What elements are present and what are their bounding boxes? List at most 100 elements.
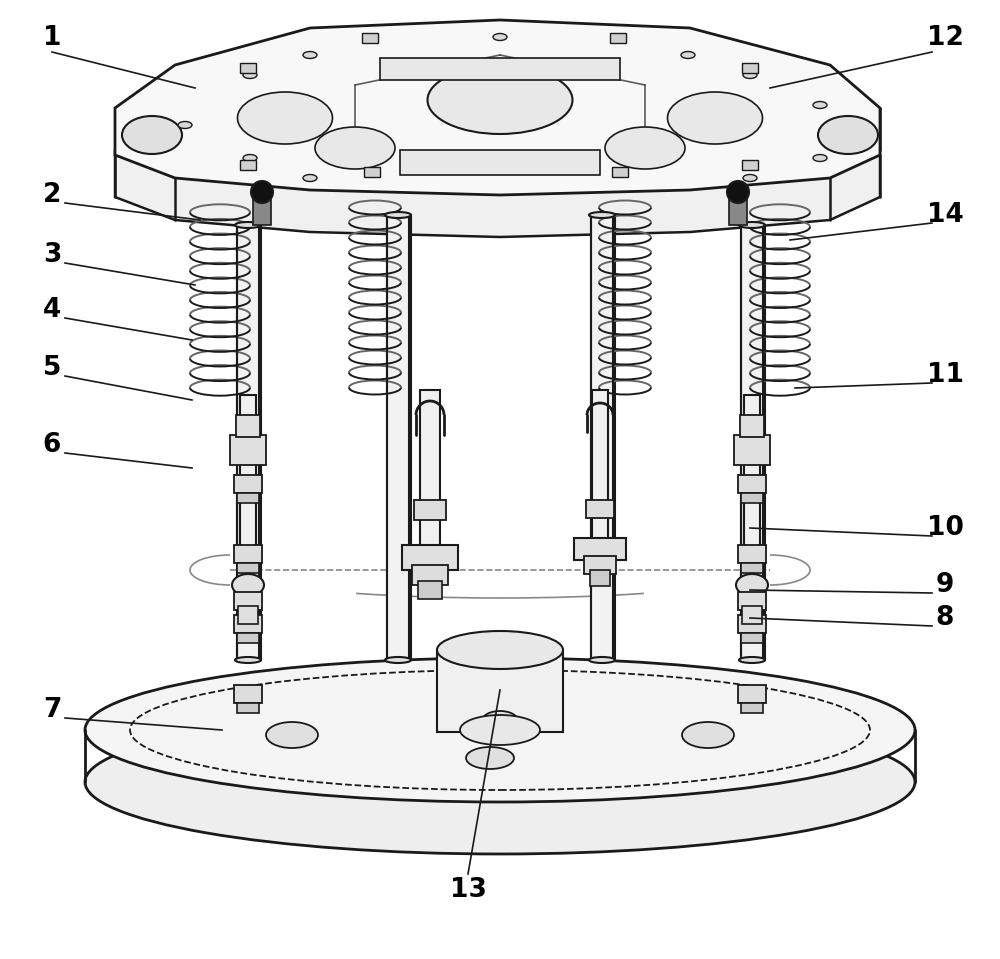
Bar <box>612 167 628 177</box>
Bar <box>738 592 766 610</box>
Bar <box>234 545 262 563</box>
Bar <box>574 538 626 560</box>
Bar <box>234 685 262 703</box>
Ellipse shape <box>235 657 261 663</box>
Ellipse shape <box>303 52 317 58</box>
Ellipse shape <box>668 92 763 144</box>
Bar <box>237 563 259 573</box>
Bar <box>237 493 259 503</box>
Bar <box>744 395 760 570</box>
Bar <box>237 633 259 643</box>
Bar <box>402 545 458 570</box>
Bar <box>741 633 763 643</box>
Text: 8: 8 <box>936 605 954 631</box>
Bar <box>237 225 261 660</box>
Bar <box>230 435 266 465</box>
Polygon shape <box>115 20 880 195</box>
Bar <box>362 33 378 43</box>
Ellipse shape <box>813 154 827 161</box>
Ellipse shape <box>818 116 878 154</box>
Ellipse shape <box>727 181 749 203</box>
Text: 14: 14 <box>927 202 963 228</box>
Bar <box>420 390 440 555</box>
Ellipse shape <box>232 574 264 596</box>
Bar <box>741 493 763 503</box>
Ellipse shape <box>266 722 318 748</box>
Bar <box>742 606 762 624</box>
Bar <box>738 685 766 703</box>
Ellipse shape <box>460 715 540 745</box>
Text: 5: 5 <box>43 355 61 381</box>
Ellipse shape <box>739 222 765 228</box>
Bar <box>586 500 614 518</box>
Text: 1: 1 <box>43 25 61 51</box>
Bar <box>742 63 758 73</box>
Text: 6: 6 <box>43 432 61 458</box>
Ellipse shape <box>743 72 757 79</box>
Bar <box>738 475 766 493</box>
Ellipse shape <box>682 722 734 748</box>
Bar <box>234 615 262 633</box>
Bar <box>590 570 610 586</box>
Bar <box>253 195 271 225</box>
Bar <box>734 435 770 465</box>
Ellipse shape <box>243 154 257 161</box>
Bar <box>741 225 765 660</box>
Ellipse shape <box>739 657 765 663</box>
Ellipse shape <box>235 222 261 228</box>
Text: 13: 13 <box>450 877 486 903</box>
Ellipse shape <box>428 66 572 134</box>
Bar <box>234 475 262 493</box>
Bar <box>234 592 262 610</box>
Ellipse shape <box>243 72 257 79</box>
Polygon shape <box>115 62 880 237</box>
Ellipse shape <box>736 574 768 596</box>
Ellipse shape <box>385 212 411 218</box>
Bar <box>740 415 764 437</box>
Bar <box>742 160 758 170</box>
Ellipse shape <box>466 747 514 769</box>
Ellipse shape <box>122 116 182 154</box>
Ellipse shape <box>437 631 563 669</box>
Bar <box>238 606 258 624</box>
Ellipse shape <box>303 175 317 181</box>
Ellipse shape <box>85 710 915 854</box>
Bar <box>236 415 260 437</box>
Bar <box>380 58 620 80</box>
Bar <box>741 563 763 573</box>
Ellipse shape <box>743 175 757 181</box>
Bar <box>414 500 446 520</box>
Ellipse shape <box>385 657 411 663</box>
Bar <box>240 63 256 73</box>
Bar <box>240 395 256 570</box>
Ellipse shape <box>589 212 615 218</box>
Bar <box>240 160 256 170</box>
Bar <box>592 390 608 548</box>
Bar <box>418 581 442 599</box>
Bar <box>400 150 600 175</box>
Ellipse shape <box>813 102 827 108</box>
Text: 7: 7 <box>43 697 61 723</box>
Bar <box>412 565 448 585</box>
Ellipse shape <box>178 122 192 129</box>
Ellipse shape <box>315 127 395 169</box>
Ellipse shape <box>85 658 915 802</box>
Text: 11: 11 <box>926 362 964 388</box>
Text: 12: 12 <box>927 25 963 51</box>
Text: 3: 3 <box>43 242 61 268</box>
Bar <box>584 556 616 574</box>
Ellipse shape <box>493 34 507 40</box>
Bar <box>237 703 259 713</box>
Text: 9: 9 <box>936 572 954 598</box>
Bar <box>364 167 380 177</box>
Text: 4: 4 <box>43 297 61 323</box>
Bar <box>437 650 563 732</box>
Bar <box>738 615 766 633</box>
Text: 2: 2 <box>43 182 61 208</box>
Bar <box>729 195 747 225</box>
Bar <box>387 215 411 660</box>
Bar <box>610 33 626 43</box>
Text: 10: 10 <box>927 515 963 541</box>
Ellipse shape <box>482 711 518 729</box>
Bar <box>738 545 766 563</box>
